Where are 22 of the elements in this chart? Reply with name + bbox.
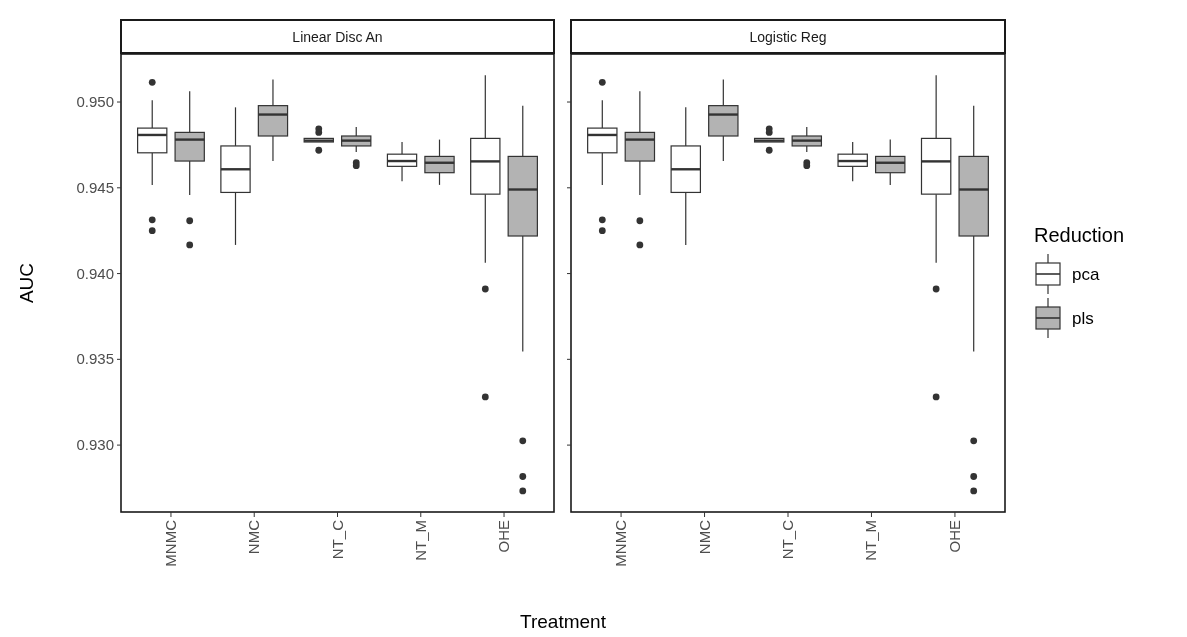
chart-title: Linear Disc An <box>292 29 383 45</box>
legend-label: pca <box>1072 265 1100 284</box>
x-axis-title: Treatment <box>520 611 607 632</box>
x-tick-label: MNMC <box>161 519 179 567</box>
y-axis-title: AUC <box>16 262 37 304</box>
x-tick-label: NT_M <box>862 520 880 561</box>
x-tick-label: OHE <box>495 520 513 553</box>
y-tick-label: 0.945 <box>76 178 114 196</box>
x-tick-label: OHE <box>945 520 963 553</box>
y-tick-label: 0.940 <box>76 264 114 282</box>
y-tick-label: 0.950 <box>76 93 114 111</box>
legend-label: pls <box>1072 309 1094 328</box>
chart-title: Logistic Reg <box>749 29 827 45</box>
y-tick-label: 0.935 <box>76 350 114 368</box>
x-tick-label: MNMC <box>612 519 630 567</box>
x-tick-label: NT_M <box>411 520 429 561</box>
x-tick-label: NMC <box>245 519 263 555</box>
x-tick-label: NT_C <box>328 519 346 560</box>
y-tick-label: 0.930 <box>76 436 114 454</box>
legend-title: Reduction <box>1034 224 1125 246</box>
x-tick-label: NT_C <box>779 519 796 560</box>
x-tick-label: NMC <box>695 519 713 555</box>
